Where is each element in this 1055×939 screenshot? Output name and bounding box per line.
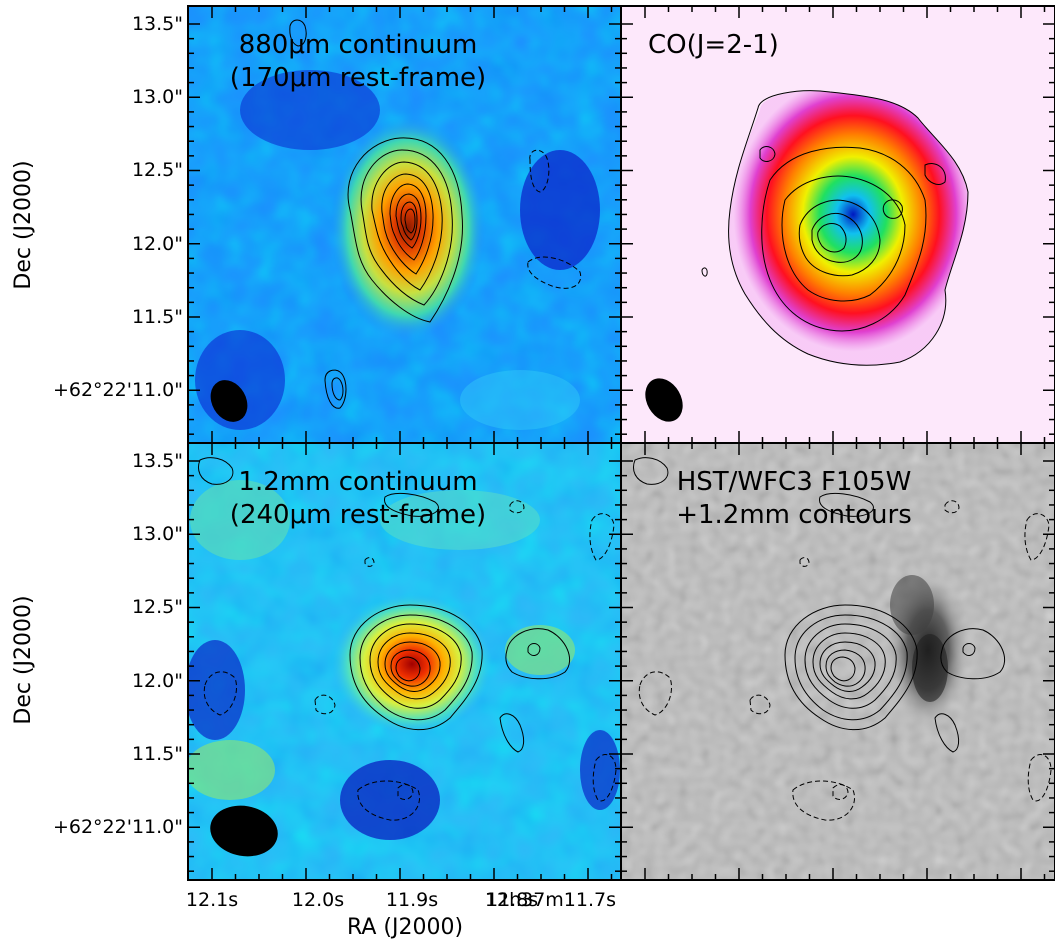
ra-tick-label: 12.1s [186,889,238,911]
dec-tick-label: +62°22'11.0" [53,379,183,401]
ra-tick-labels: 12.1s 12.0s 11.9s 11.8s 12h37m11.7s [186,889,616,911]
dec-tick-labels-top: 13.5" 13.0" 12.5" 12.0" 11.5" +62°22'11.… [53,13,183,401]
ra-tick-label: 12h37m11.7s [485,889,616,911]
dec-tick-label: +62°22'11.0" [53,816,183,838]
dec-tick-label: 12.5" [132,596,183,618]
panel-1p2mm-title-line1: 1.2mm continuum [238,467,477,497]
dec-tick-labels-bottom: 13.5" 13.0" 12.5" 12.0" 11.5" +62°22'11.… [53,450,183,838]
ra-tick-label: 11.9s [386,889,438,911]
dec-tick-label: 13.5" [132,13,183,35]
contours-880um [289,19,463,409]
panel-hst-title-line2: +1.2mm contours [676,500,912,530]
contours-co [701,90,969,366]
x-axis-title: RA (J2000) [347,915,463,939]
beam-ellipse-1p2mm [210,805,278,857]
beam-ellipse-880um [210,380,248,422]
dec-tick-label: 13.0" [132,523,183,545]
source-emission-880um [330,116,486,340]
negative-contours-1p2mm [203,500,617,821]
panel-880um-title-line2: (170μm rest-frame) [230,63,486,93]
panel-frames [187,5,1055,881]
panel-hst [621,443,1055,880]
contours-1p2mm [198,457,571,753]
panel-1p2mm [188,443,621,880]
y-axis-title-top: Dec (J2000) [11,160,36,289]
panel-hst-title-line1: HST/WFC3 F105W [677,467,912,497]
dec-tick-label: 12.5" [132,159,183,181]
dec-tick-label: 12.0" [132,670,183,692]
negative-contours-hst-overlay [638,500,1052,821]
y-axis-title-bottom: Dec (J2000) [11,595,36,724]
panel-co-title: CO(J=2-1) [648,30,779,60]
negative-contours-880um [527,149,582,289]
ra-tick-label: 12.0s [292,889,344,911]
co-emission [728,90,969,366]
panel-880um-title-line1: 880μm continuum [239,30,478,60]
dec-tick-label: 13.5" [132,450,183,472]
panel-co [621,6,1055,443]
contours-hst-overlay [633,457,1006,753]
panel-880um [188,6,621,443]
dec-tick-label: 13.0" [132,86,183,108]
panel-hst-noise [621,443,1055,880]
dec-tick-label: 11.5" [132,306,183,328]
ra-tick-label: 11.8s [486,889,538,911]
panel-1p2mm-title-line2: (240μm rest-frame) [230,500,486,530]
dec-tick-label: 12.0" [132,233,183,255]
dec-tick-label: 11.5" [132,743,183,765]
beam-ellipse-co [645,378,683,422]
tick-marks [188,6,1055,880]
